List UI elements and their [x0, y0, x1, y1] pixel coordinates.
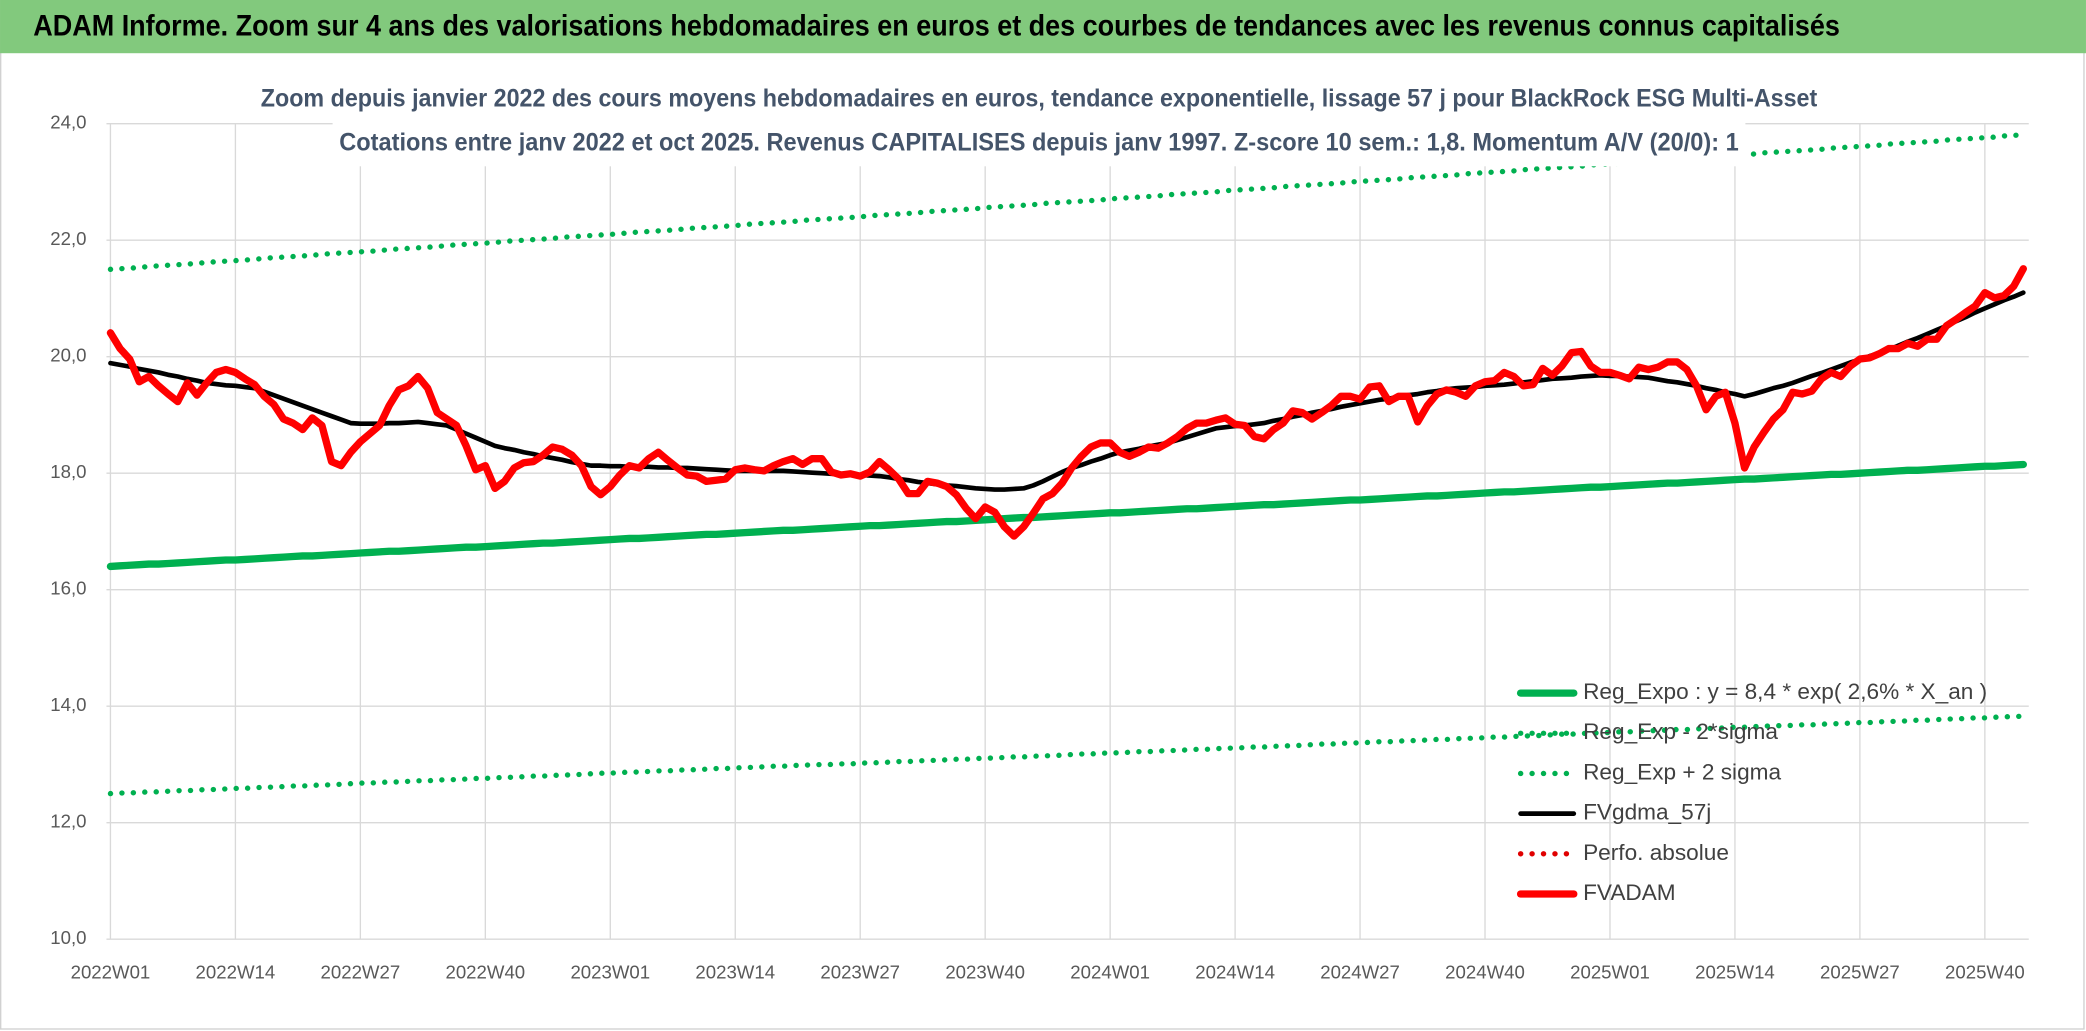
- x-tick-label: 2025W27: [1820, 962, 1900, 983]
- legend: Reg_Expo : y = 8,4 * exp( 2,6% * X_an ) R…: [1516, 679, 1987, 905]
- y-tick-label: 12,0: [50, 811, 86, 832]
- series-line: [107, 132, 2026, 272]
- x-tick-label: 2022W40: [445, 962, 525, 983]
- y-tick-label: 16,0: [50, 578, 86, 599]
- y-tick-label: 14,0: [50, 694, 86, 715]
- legend-label: FVADAM: [1583, 880, 1676, 905]
- x-tick-label: 2022W01: [71, 962, 151, 983]
- y-tick-label: 20,0: [50, 345, 86, 366]
- x-tick-label: 2023W01: [570, 962, 650, 983]
- legend-label: FVgdma_57j: [1583, 800, 1711, 825]
- x-tick-label: 2024W40: [1445, 962, 1525, 983]
- subtitle-box: [255, 77, 1823, 123]
- legend-label: Perfo. absolue: [1583, 840, 1729, 865]
- x-tick-label: 2023W14: [695, 962, 775, 983]
- plot-area: 10,0 12,0 14,0 16,0 18,0 20,0 22,0 24,0 2022W01 2…: [50, 112, 2029, 983]
- x-tick-label: 2024W27: [1320, 962, 1400, 983]
- legend-label: Reg_Expo : y = 8,4 * exp( 2,6% * X_an ): [1583, 679, 1987, 704]
- header-bar: [0, 0, 2086, 54]
- series-line: [107, 713, 2026, 797]
- series-line: [106, 265, 2027, 540]
- subtitle: Cotations entre janv 2022 et oct 2025. R…: [339, 128, 1738, 156]
- x-tick-label: 2025W01: [1570, 962, 1650, 983]
- legend-label: Reg_Exp + 2 sigma: [1583, 759, 1781, 784]
- y-tick-label: 24,0: [50, 112, 86, 133]
- x-tick-label: 2023W27: [820, 962, 900, 983]
- subtitle: Zoom depuis janvier 2022 des cours moyen…: [261, 84, 1818, 112]
- header-title: ADAM Informe. Zoom sur 4 ans des valoris…: [33, 11, 1840, 43]
- x-tick-label: 2022W27: [321, 962, 401, 983]
- y-tick-label: 18,0: [50, 461, 86, 482]
- x-tick-label: 2022W14: [196, 962, 276, 983]
- y-tick-label: 22,0: [50, 228, 86, 249]
- x-tick-label: 2023W40: [945, 962, 1025, 983]
- x-tick-label: 2025W40: [1945, 962, 2025, 983]
- x-tick-label: 2024W14: [1195, 962, 1275, 983]
- subtitle-box: [332, 122, 1746, 167]
- x-tick-label: 2025W14: [1695, 962, 1775, 983]
- y-tick-label: 10,0: [50, 927, 86, 948]
- x-tick-label: 2024W01: [1070, 962, 1150, 983]
- legend-label: Reg_Exp - 2*sigma: [1583, 719, 1778, 744]
- series-line: [106, 460, 2027, 571]
